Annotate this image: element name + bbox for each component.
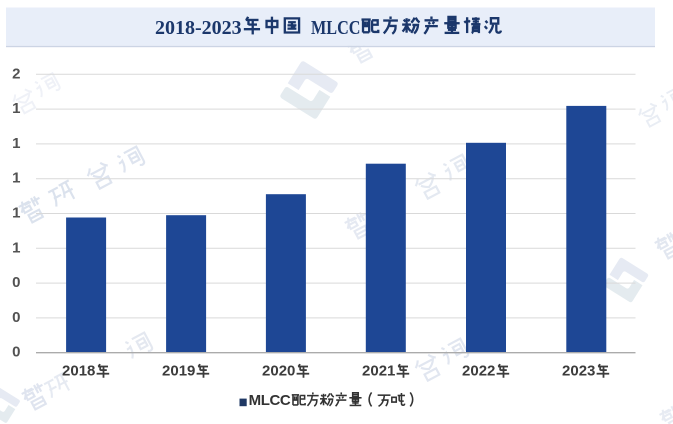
svg-text:2018: 2018 xyxy=(62,362,95,379)
svg-text:1: 1 xyxy=(12,239,20,256)
svg-text:2019: 2019 xyxy=(162,362,195,379)
svg-text:2021: 2021 xyxy=(362,362,395,379)
svg-text:0: 0 xyxy=(12,274,20,291)
svg-text:2020: 2020 xyxy=(262,362,295,379)
svg-text:MLCC: MLCC xyxy=(249,392,291,409)
svg-text:1: 1 xyxy=(12,205,20,222)
svg-text:2022: 2022 xyxy=(462,362,495,379)
svg-text:0: 0 xyxy=(12,309,20,326)
svg-text:1: 1 xyxy=(12,170,20,187)
svg-text:2018-2023: 2018-2023 xyxy=(155,17,242,39)
svg-text:0: 0 xyxy=(12,344,20,361)
svg-text:1: 1 xyxy=(12,100,20,117)
svg-text:1: 1 xyxy=(12,135,20,152)
svg-text:MLCC: MLCC xyxy=(311,16,360,38)
svg-text:2023: 2023 xyxy=(562,362,595,379)
svg-text:2: 2 xyxy=(12,65,20,82)
